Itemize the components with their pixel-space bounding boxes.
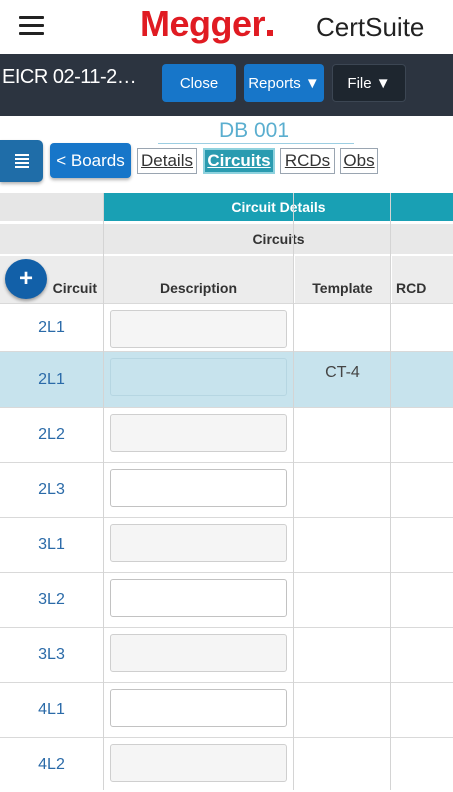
table-row[interactable]: 3L1 [0, 517, 453, 572]
group-header: Circuit Details [104, 193, 453, 221]
template-cell[interactable] [295, 683, 390, 737]
template-cell[interactable] [295, 518, 390, 572]
table-row[interactable]: 2L1 CT-4 [0, 351, 453, 407]
template-cell[interactable] [295, 304, 390, 351]
list-icon [14, 152, 29, 170]
template-cell[interactable] [295, 628, 390, 682]
tab-obs[interactable]: Obs [340, 148, 378, 174]
column-divider [103, 193, 104, 790]
description-input[interactable] [110, 524, 287, 562]
description-input[interactable] [110, 634, 287, 672]
column-header-description: Description [104, 256, 293, 303]
table-row[interactable]: 4L2 [0, 737, 453, 792]
circuit-ref[interactable]: 2L2 [38, 426, 65, 443]
description-input[interactable] [110, 358, 287, 396]
circuit-ref[interactable]: 2L1 [38, 318, 65, 336]
column-header-rcd: RCD [392, 256, 453, 303]
column-divider [293, 193, 294, 790]
table-row[interactable]: 2L3 [0, 462, 453, 517]
circuit-ref[interactable]: 4L2 [38, 756, 65, 773]
board-title: DB 001 [219, 119, 290, 142]
circuit-ref[interactable]: 2L3 [38, 481, 65, 498]
table-row[interactable]: 2L2 [0, 407, 453, 462]
template-cell[interactable] [295, 738, 390, 792]
add-circuit-button[interactable]: + [5, 259, 47, 299]
column-divider [390, 193, 391, 790]
template-cell[interactable]: CT-4 [325, 364, 360, 381]
tab-rcds[interactable]: RCDs [280, 148, 335, 174]
board-title-divider [158, 143, 354, 144]
title-bar: EICR 02-11-2… Close Reports ▼ File ▼ [0, 54, 453, 116]
circuit-ref[interactable]: 2L1 [38, 370, 65, 388]
description-input[interactable] [110, 310, 287, 348]
product-name: CertSuite [316, 12, 425, 42]
column-header-template: Template [295, 256, 390, 303]
circuit-ref[interactable]: 3L1 [38, 536, 65, 553]
megger-logo: Megger [140, 4, 274, 44]
description-input[interactable] [110, 469, 287, 507]
file-dropdown-button[interactable]: File ▼ [332, 64, 406, 102]
template-cell[interactable] [295, 408, 390, 462]
circuit-list: 2L1 2L1 CT-4 2L2 2L3 3L1 3L2 3L3 4L1 4L2 [0, 303, 453, 792]
document-title: EICR 02-11-2… [2, 66, 137, 88]
table-row[interactable]: 3L3 [0, 627, 453, 682]
header-corner [0, 193, 103, 221]
template-cell[interactable] [295, 463, 390, 517]
brand-bar: Megger CertSuite [0, 0, 453, 54]
close-button[interactable]: Close [162, 64, 236, 102]
reports-dropdown-button[interactable]: Reports ▼ [244, 64, 324, 102]
hamburger-menu-icon[interactable] [19, 16, 44, 36]
template-cell[interactable] [295, 573, 390, 627]
subheader-corner [0, 224, 103, 254]
description-input[interactable] [110, 414, 287, 452]
table-row[interactable]: 2L1 [0, 303, 453, 351]
list-menu-button[interactable] [0, 140, 43, 182]
back-to-boards-button[interactable]: < Boards [50, 143, 131, 178]
table-row[interactable]: 3L2 [0, 572, 453, 627]
tab-details[interactable]: Details [137, 148, 197, 174]
description-input[interactable] [110, 689, 287, 727]
sub-header: Circuits [104, 224, 453, 254]
circuit-ref[interactable]: 3L2 [38, 591, 65, 608]
circuit-ref[interactable]: 4L1 [38, 701, 65, 718]
description-input[interactable] [110, 579, 287, 617]
circuit-ref[interactable]: 3L3 [38, 646, 65, 663]
description-input[interactable] [110, 744, 287, 782]
table-row[interactable]: 4L1 [0, 682, 453, 737]
tab-circuits[interactable]: Circuits [203, 148, 275, 174]
